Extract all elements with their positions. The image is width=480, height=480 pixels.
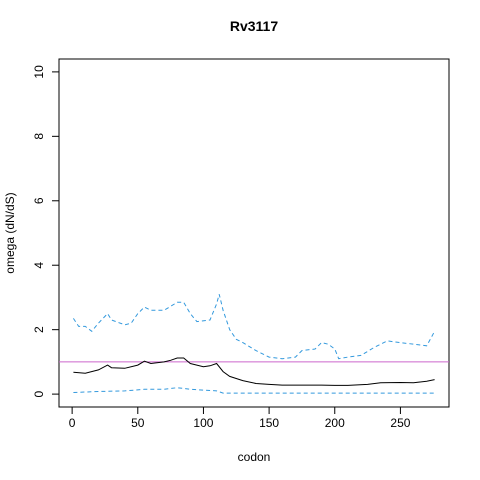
x-tick-label: 0 <box>69 416 76 430</box>
data-line <box>72 294 436 360</box>
x-tick-label: 50 <box>131 416 145 430</box>
x-tick-label: 250 <box>390 416 410 430</box>
y-tick-label: 8 <box>32 133 46 140</box>
y-axis-label: omega (dN/dS) <box>3 192 17 273</box>
data-line <box>73 387 435 394</box>
x-tick-label: 100 <box>193 416 213 430</box>
plot-frame <box>58 58 450 408</box>
y-tick-label: 0 <box>32 390 46 397</box>
y-tick-label: 2 <box>32 326 46 333</box>
y-tick-label: 10 <box>32 65 46 79</box>
x-tick-label: 150 <box>259 416 279 430</box>
y-tick-label: 6 <box>32 197 46 204</box>
chart-title: Rv3117 <box>230 18 278 34</box>
x-tick-label: 200 <box>325 416 345 430</box>
y-tick-label: 4 <box>32 262 46 269</box>
data-line <box>73 357 435 386</box>
x-axis-label: codon <box>238 450 271 464</box>
